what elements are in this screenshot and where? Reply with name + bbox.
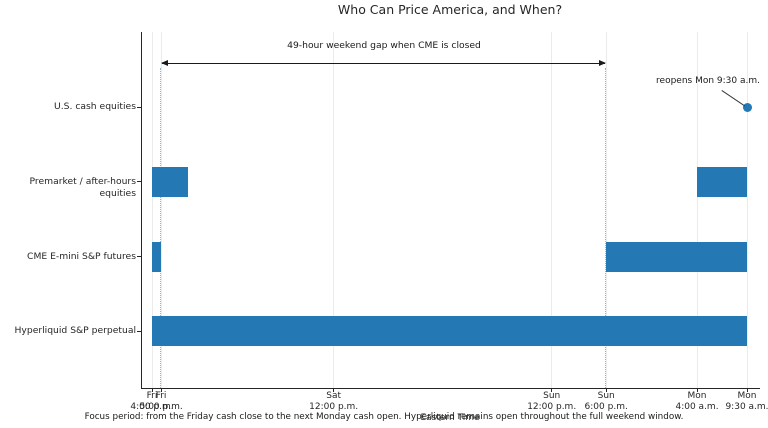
- dashed-guide-line: [605, 68, 607, 388]
- x-gridline: [551, 32, 553, 388]
- footer-note: Focus period: from the Friday cash close…: [84, 412, 684, 422]
- x-tick-label: Sun 12:00 p.m.: [510, 391, 594, 412]
- x-tick-mark: [746, 388, 748, 392]
- x-tick-text: 9:30 a.m.: [725, 401, 768, 412]
- x-gridline: [333, 32, 335, 388]
- x-tick-label: Sat 12:00 p.m.: [292, 391, 376, 412]
- x-tick-mark: [333, 388, 335, 392]
- gap-range-arrow: [161, 60, 607, 66]
- x-tick-label: Mon 4:00 a.m.: [655, 391, 739, 412]
- x-tick-text: Fri: [155, 391, 167, 401]
- x-tick-label: Fri 5:00 p.m.: [119, 391, 203, 412]
- x-tick-text: Fri: [146, 391, 158, 401]
- reopen-marker-dot: [742, 102, 752, 112]
- x-tick-label: Mon 9:30 a.m.: [705, 391, 768, 412]
- timeline-bar: [152, 316, 747, 347]
- dashed-guide-line: [160, 68, 162, 388]
- x-tick-text: 4:00 a.m.: [675, 401, 719, 412]
- x-tick-text: Mon: [687, 391, 707, 401]
- timeline-bar: [152, 241, 162, 272]
- y-tick-mark: [137, 330, 141, 332]
- y-tick-label: Hyperliquid S&P perpetual: [14, 325, 136, 337]
- x-tick-mark: [160, 388, 162, 392]
- x-tick-text: 12:00 p.m.: [309, 401, 359, 412]
- x-tick-mark: [551, 388, 553, 392]
- timeline-bar: [697, 166, 747, 197]
- x-tick-text: 12:00 p.m.: [527, 401, 577, 412]
- y-tick-mark: [137, 181, 141, 183]
- x-tick-text: Sat: [326, 391, 342, 401]
- x-gridline: [746, 32, 748, 388]
- gap-annotation-label: 49-hour weekend gap when CME is closed: [287, 40, 481, 51]
- x-gridline: [151, 32, 153, 388]
- y-tick-mark: [137, 106, 141, 108]
- x-gridline: [696, 32, 698, 388]
- y-tick-label: Premarket / after-hours equities: [29, 175, 136, 199]
- x-tick-text: 4:00 p.m.: [130, 401, 174, 412]
- x-tick-label: Sun 6:00 p.m.: [564, 391, 648, 412]
- x-axis-label: Eastern Time: [420, 413, 480, 423]
- x-tick-mark: [605, 388, 607, 392]
- x-tick-mark: [696, 388, 698, 392]
- timeline-bar: [152, 166, 189, 197]
- x-tick-text: Sun: [543, 391, 561, 401]
- reopens-annotation-label: reopens Mon 9:30 a.m.: [656, 76, 760, 86]
- x-tick-mark: [151, 388, 153, 392]
- chart-title: Who Can Price America, and When?: [337, 2, 563, 17]
- plot-area: [141, 32, 760, 389]
- x-tick-text: 6:00 p.m.: [584, 401, 628, 412]
- x-tick-text: 5:00 p.m.: [139, 401, 183, 412]
- y-tick-mark: [137, 256, 141, 258]
- x-tick-text: Mon: [737, 391, 757, 401]
- y-tick-label: CME E-mini S&P futures: [27, 250, 136, 262]
- timeline-bar: [606, 241, 747, 272]
- y-tick-label: U.S. cash equities: [54, 101, 136, 112]
- x-tick-label: Fri 4:00 p.m.: [110, 391, 194, 412]
- x-tick-text: Sun: [597, 391, 615, 401]
